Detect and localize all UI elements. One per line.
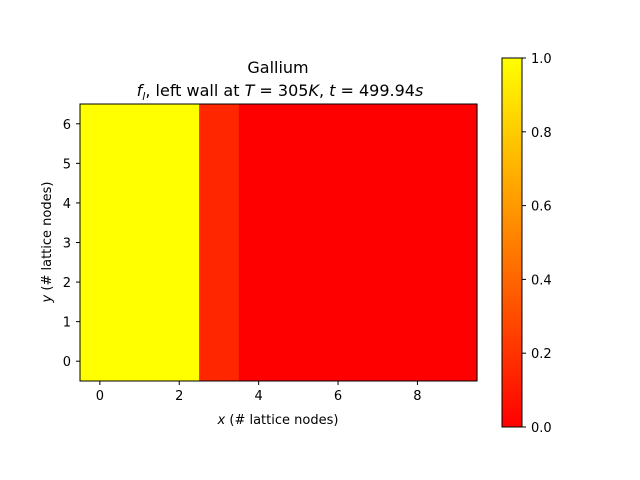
- x-tick-label: 8: [413, 389, 421, 404]
- heatmap-column-8: [397, 104, 438, 381]
- heatmap-column-4: [238, 104, 280, 381]
- x-axis-label: x (# lattice nodes): [217, 413, 339, 428]
- heatmap-cells: [80, 104, 478, 381]
- heatmap-column-3: [199, 104, 240, 381]
- heatmap-column-9: [437, 104, 478, 381]
- colorbar-tick-label: 0.6: [531, 200, 552, 215]
- y-tick-label: 6: [63, 118, 71, 133]
- y-tick-label: 3: [63, 237, 71, 252]
- y-tick-label: 4: [63, 197, 71, 212]
- heatmap-column-7: [357, 104, 399, 381]
- x-tick-label: 2: [175, 389, 183, 404]
- heatmap-column-2: [159, 104, 200, 381]
- colorbar-tick-label: 1.0: [531, 52, 552, 67]
- x-tick-label: 6: [334, 389, 342, 404]
- chart-title: Gallium: [247, 58, 308, 77]
- heatmap-column-5: [278, 104, 319, 381]
- y-tick-label: 0: [63, 355, 71, 370]
- y-tick-label: 2: [63, 276, 71, 291]
- heatmap-column-6: [318, 104, 359, 381]
- heatmap-column-0: [80, 104, 121, 381]
- x-axis-ticks: 0 2 4 6 8: [96, 381, 422, 404]
- y-tick-label: 5: [63, 157, 71, 172]
- x-tick-label: 0: [96, 389, 104, 404]
- colorbar-tick-label: 0.2: [531, 347, 552, 362]
- y-axis-label: y (# lattice nodes): [40, 182, 55, 304]
- y-axis-ticks: 0 1 2 3 4 5 6: [63, 118, 80, 370]
- x-tick-label: 4: [255, 389, 263, 404]
- colorbar-tick-label: 0.0: [531, 421, 552, 436]
- colorbar-tick-label: 0.4: [531, 273, 552, 288]
- y-tick-label: 1: [63, 316, 71, 331]
- heatmap-column-1: [119, 104, 160, 381]
- colorbar-ticks: 0.0 0.2 0.4 0.6 0.8 1.0: [522, 52, 552, 436]
- colorbar-tick-label: 0.8: [531, 126, 552, 141]
- chart-subtitle: fl, left wall at T = 305K, t = 499.94s: [137, 81, 424, 103]
- colorbar: [501, 57, 523, 428]
